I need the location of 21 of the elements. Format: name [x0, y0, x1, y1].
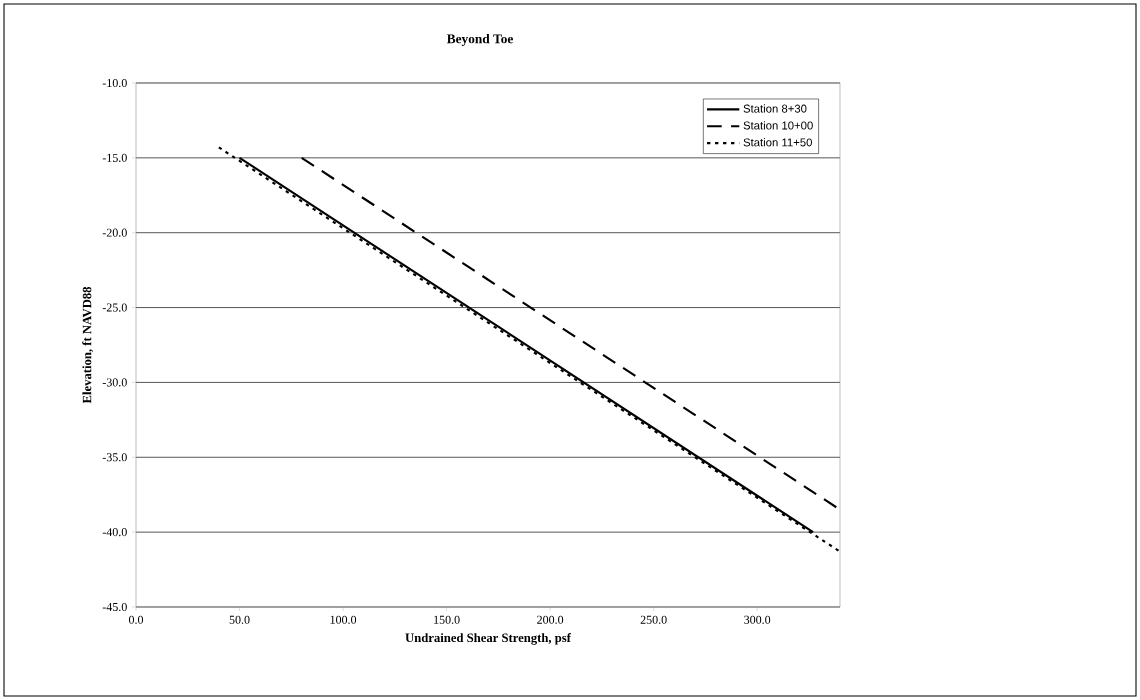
y-tick-label: -20.0: [102, 228, 127, 237]
y-tick-label: -10.0: [102, 78, 127, 88]
y-tick-label: -45.0: [102, 602, 127, 612]
x-tick-label: 250.0: [640, 615, 667, 624]
y-tick-label: -40.0: [102, 528, 127, 537]
legend-label: Station 8+30: [743, 104, 807, 113]
x-tick-label: 50.0: [229, 615, 250, 624]
x-tick-label: 300.0: [744, 615, 771, 624]
x-tick-label: 200.0: [537, 615, 564, 624]
legend-label: Station 11+50: [743, 138, 812, 147]
x-axis-title: Undrained Shear Strength, psf: [405, 632, 572, 645]
x-tick-label: 0.0: [128, 615, 144, 624]
y-tick-label: -35.0: [102, 453, 127, 462]
y-tick-label: -25.0: [102, 303, 127, 312]
y-tick-label: -30.0: [102, 378, 127, 387]
y-tick-label: -15.0: [102, 153, 127, 162]
legend-label: Station 10+00: [743, 121, 813, 130]
chart-title: Beyond Toe: [446, 33, 513, 47]
y-axis-title: Elevation, ft NAVD88: [82, 286, 94, 404]
x-tick-label: 100.0: [330, 615, 357, 624]
x-tick-label: 150.0: [434, 615, 460, 624]
